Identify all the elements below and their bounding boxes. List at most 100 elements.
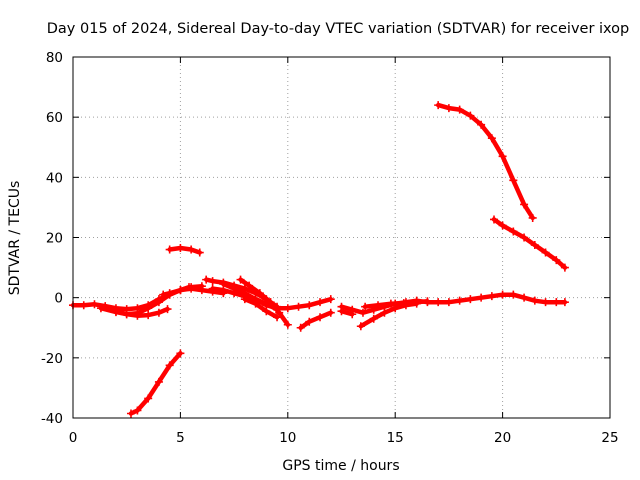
data-point	[434, 298, 443, 307]
x-tick-label: 15	[387, 430, 404, 446]
x-tick-label: 0	[69, 430, 78, 446]
y-tick-label: 20	[46, 231, 63, 247]
data-point	[386, 299, 395, 308]
data-point	[283, 304, 292, 313]
data-point	[316, 298, 325, 307]
series-arc-18	[490, 215, 569, 272]
data-point	[520, 200, 529, 209]
data-point	[541, 248, 550, 257]
data-point	[202, 275, 211, 284]
data-point	[477, 120, 486, 129]
data-point	[498, 152, 507, 161]
data-point	[144, 311, 153, 320]
data-point	[144, 304, 153, 313]
data-point	[487, 134, 496, 143]
data-point	[560, 263, 569, 272]
data-point	[358, 308, 367, 317]
y-tick-label: -20	[41, 351, 63, 367]
y-tick-label: 40	[46, 170, 63, 186]
x-tick-label: 25	[601, 430, 618, 446]
data-point	[283, 320, 292, 329]
chart-title: Day 015 of 2024, Sidereal Day-to-day VTE…	[47, 21, 630, 37]
series-trace	[238, 277, 291, 327]
x-axis-label: GPS time / hours	[282, 458, 399, 474]
series-arc-12	[296, 308, 335, 332]
data-point	[165, 289, 174, 298]
data-point	[530, 241, 539, 250]
data-point	[477, 293, 486, 302]
data-point	[133, 311, 142, 320]
data-point	[262, 307, 271, 316]
data-point	[509, 227, 518, 236]
series-arc-5	[165, 244, 204, 257]
series-arc-11	[240, 295, 282, 322]
axis-ticks: 0 5 10 15 20 25 -40 -20 0 20 40 60 80	[41, 50, 619, 446]
data-point	[412, 298, 421, 307]
series-trace	[339, 292, 568, 315]
data-point	[466, 111, 475, 120]
series-trace	[491, 217, 568, 270]
data-point	[296, 323, 305, 332]
data-point	[490, 215, 499, 224]
data-point	[552, 298, 561, 307]
data-point	[455, 296, 464, 305]
y-tick-label: -40	[41, 411, 63, 427]
data-point	[90, 300, 99, 309]
data-point	[273, 313, 282, 322]
series-arc-4	[126, 349, 185, 418]
y-axis-label: SDTVAR / TECUs	[7, 181, 23, 296]
x-tick-label: 10	[279, 430, 296, 446]
data-point	[498, 290, 507, 299]
data-point	[197, 286, 206, 295]
data-point	[122, 310, 131, 319]
data-point	[208, 284, 217, 293]
series-trace	[167, 245, 202, 255]
data-point	[560, 298, 569, 307]
data-point	[498, 221, 507, 230]
series-arc-3	[111, 305, 172, 320]
data-point	[326, 308, 335, 317]
data-point	[520, 293, 529, 302]
data-point	[133, 406, 142, 415]
series-arc-16	[361, 297, 432, 311]
data-point	[509, 176, 518, 185]
data-point	[154, 298, 163, 307]
data-point	[305, 317, 314, 326]
data-point	[126, 409, 135, 418]
data-point	[520, 233, 529, 242]
data-point	[356, 322, 365, 331]
series-trace	[298, 310, 334, 331]
data-point	[509, 290, 518, 299]
data-point	[466, 295, 475, 304]
data-point	[528, 213, 537, 222]
data-point	[165, 245, 174, 254]
data-point	[251, 299, 260, 308]
data-point	[369, 314, 378, 323]
data-point	[176, 286, 185, 295]
data-point	[305, 301, 314, 310]
data-point	[380, 308, 389, 317]
data-point	[294, 302, 303, 311]
data-point	[316, 313, 325, 322]
data-point	[245, 281, 254, 290]
data-point	[337, 307, 346, 316]
data-point	[444, 104, 453, 113]
data-point	[176, 244, 185, 253]
data-point	[236, 275, 245, 284]
series-trace	[242, 296, 280, 320]
y-tick-label: 60	[46, 110, 63, 126]
data-point	[187, 245, 196, 254]
y-tick-label: 80	[46, 50, 63, 66]
data-point	[255, 289, 264, 298]
series-arc-6	[159, 284, 228, 299]
data-point	[96, 304, 105, 313]
y-tick-label: 0	[54, 291, 63, 307]
data-point	[361, 302, 370, 311]
data-point	[79, 301, 88, 310]
data-point	[326, 295, 335, 304]
series-arc-17	[434, 101, 537, 222]
data-point	[530, 296, 539, 305]
series-trace	[128, 351, 183, 416]
data-point	[144, 394, 153, 403]
data-point	[187, 284, 196, 293]
